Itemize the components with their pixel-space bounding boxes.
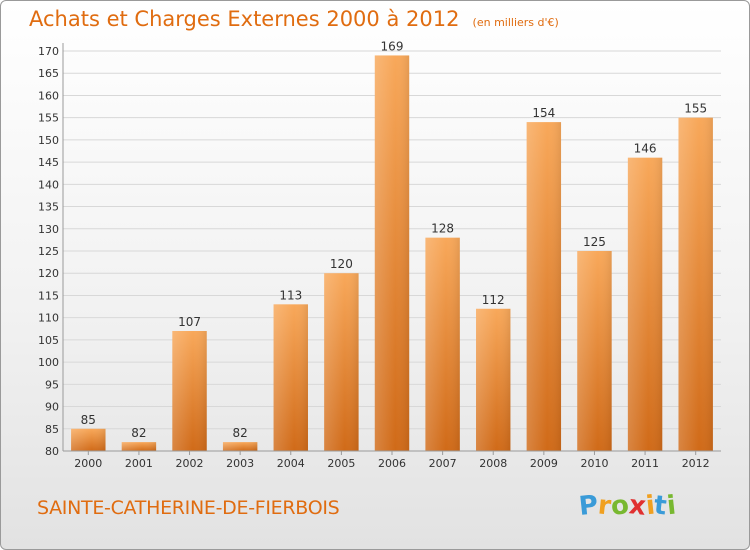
x-tick-label: 2012 [682,457,710,470]
bars: 85 82 107 82 113 120 169 128 112 154 125 146 155 [71,39,713,452]
bar-value-label: 82 [233,426,248,440]
x-tick-label: 2010 [580,457,608,470]
bar-value-label: 128 [431,222,454,236]
x-tick-label: 2002 [176,457,204,470]
x-tick-label: 2000 [74,457,102,470]
x-tick-label: 2004 [277,457,305,470]
bar-shade [121,442,157,451]
y-tick-label: 85 [45,423,59,436]
axes: 80 85 90 95 100 105 110 115 120 125 130 135 140 145 15… [38,43,721,470]
chart-title: Achats et Charges Externes 2000 à 2012 [29,7,460,31]
bar-value-label: 112 [482,293,505,307]
chart-subtitle: (en milliers d'€) [472,16,559,29]
x-tick-label: 2007 [429,457,457,470]
bar-value-label: 169 [381,39,404,53]
y-tick-label: 160 [38,89,59,102]
x-tick-label: 2005 [327,457,355,470]
bar-shade [273,304,308,451]
bar-value-label: 107 [178,315,201,329]
y-tick-label: 145 [38,156,59,169]
x-tick-label: 2011 [631,457,659,470]
y-tick-label: 140 [38,178,59,191]
bar-shade [425,237,460,451]
y-tick-label: 125 [38,245,59,258]
bar-value-label: 85 [81,413,96,427]
bar-value-label: 113 [279,288,302,302]
y-tick-label: 95 [45,378,59,391]
bar-shade [71,428,106,451]
x-tick-label: 2006 [378,457,406,470]
y-tick-label: 115 [38,289,59,302]
bar-value-label: 146 [634,142,657,156]
y-tick-label: 100 [38,356,59,369]
bar-shade [374,55,410,451]
x-tick-label: 2003 [226,457,254,470]
chart-title-block: Achats et Charges Externes 2000 à 2012 (… [29,7,559,31]
logo-letter: i [665,490,678,522]
bar-value-label: 125 [583,235,606,249]
bar-value-label: 82 [131,426,146,440]
y-tick-label: 80 [45,445,59,458]
y-tick-label: 150 [38,134,59,147]
y-tick-label: 130 [38,223,59,236]
x-tick-label: 2009 [530,457,558,470]
y-tick-label: 120 [38,267,59,280]
x-tick-label: 2001 [125,457,153,470]
x-tick-label: 2008 [479,457,507,470]
y-tick-label: 135 [38,201,59,214]
y-tick-label: 110 [38,312,59,325]
bar-shade [222,442,258,451]
y-tick-label: 170 [38,45,59,58]
y-tick-label: 90 [45,401,59,414]
bar-shade [577,251,612,451]
y-tick-label: 165 [38,67,59,80]
bar-shade [476,308,511,451]
bar-shade [324,273,359,451]
bar-shade [627,157,663,451]
y-tick-label: 105 [38,334,59,347]
y-tick-label: 155 [38,112,59,125]
proxiti-logo[interactable]: Proxiti [577,490,678,522]
bar-shade [526,122,562,451]
bar-value-label: 154 [532,106,555,120]
bar-shade [172,331,207,451]
bar-value-label: 120 [330,257,353,271]
bar-value-label: 155 [684,102,707,116]
city-name: SAINTE-CATHERINE-DE-FIERBOIS [37,497,340,519]
bar-shade [678,117,713,452]
